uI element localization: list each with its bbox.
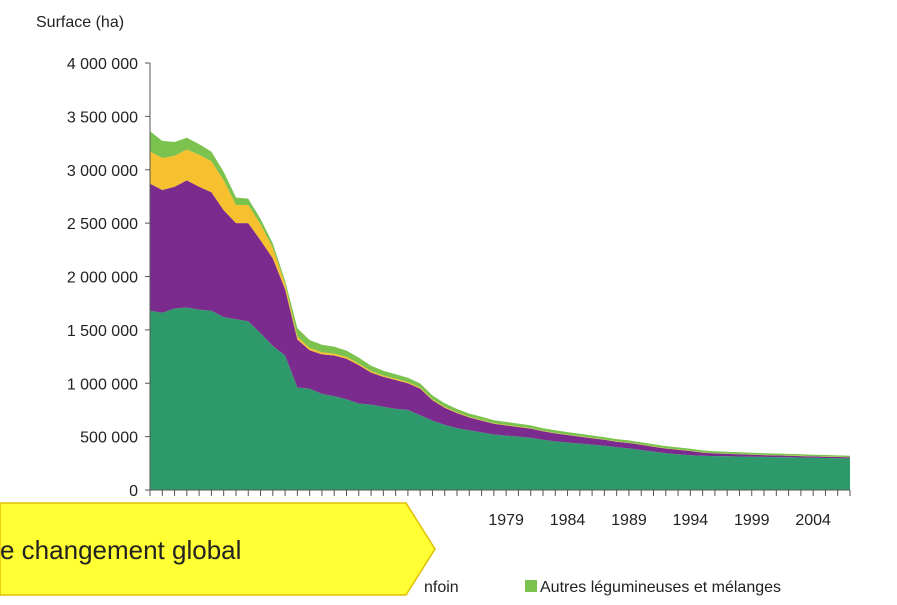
y-tick-label: 1 500 000 <box>67 323 138 340</box>
x-tick-label: 1994 <box>673 512 709 529</box>
x-tick-label: 1989 <box>611 512 647 529</box>
x-tick-label: 1979 <box>488 512 524 529</box>
y-tick-label: 2 500 000 <box>67 216 138 233</box>
area-sainfoin-base <box>150 307 850 490</box>
x-tick-label: 1999 <box>734 512 770 529</box>
callout-arrow-shape <box>0 502 436 596</box>
area-yellow <box>150 149 850 458</box>
legend-swatch-other-legumes <box>525 580 537 592</box>
legend: nfoin Autres légumineuses et mélanges <box>424 579 781 596</box>
area-layers <box>150 131 850 490</box>
callout-banner: e changement global <box>0 502 436 596</box>
y-tick-label: 3 500 000 <box>67 109 138 126</box>
y-tick-label: 4 000 000 <box>67 56 138 73</box>
y-tick-label: 0 <box>129 483 138 500</box>
y-tick-label: 500 000 <box>80 430 138 447</box>
area-purple <box>150 180 850 459</box>
x-tick-label: 2004 <box>795 512 831 529</box>
x-axis: 1979 1984 1989 1994 1999 2004 <box>149 489 851 529</box>
y-tick-label: 2 000 000 <box>67 270 138 287</box>
y-axis: 0 500 000 1 000 000 1 500 000 2 000 000 2 500… <box>67 56 151 500</box>
legend-partial-label: nfoin <box>424 579 459 596</box>
x-tick-label: 1984 <box>550 512 586 529</box>
y-tick-label: 1 000 000 <box>67 376 138 393</box>
callout-text: e changement global <box>0 535 241 565</box>
y-tick-label: 3 000 000 <box>67 163 138 180</box>
legend-label-other-legumes: Autres légumineuses et mélanges <box>540 579 781 596</box>
y-axis-label: Surface (ha) <box>36 14 124 31</box>
